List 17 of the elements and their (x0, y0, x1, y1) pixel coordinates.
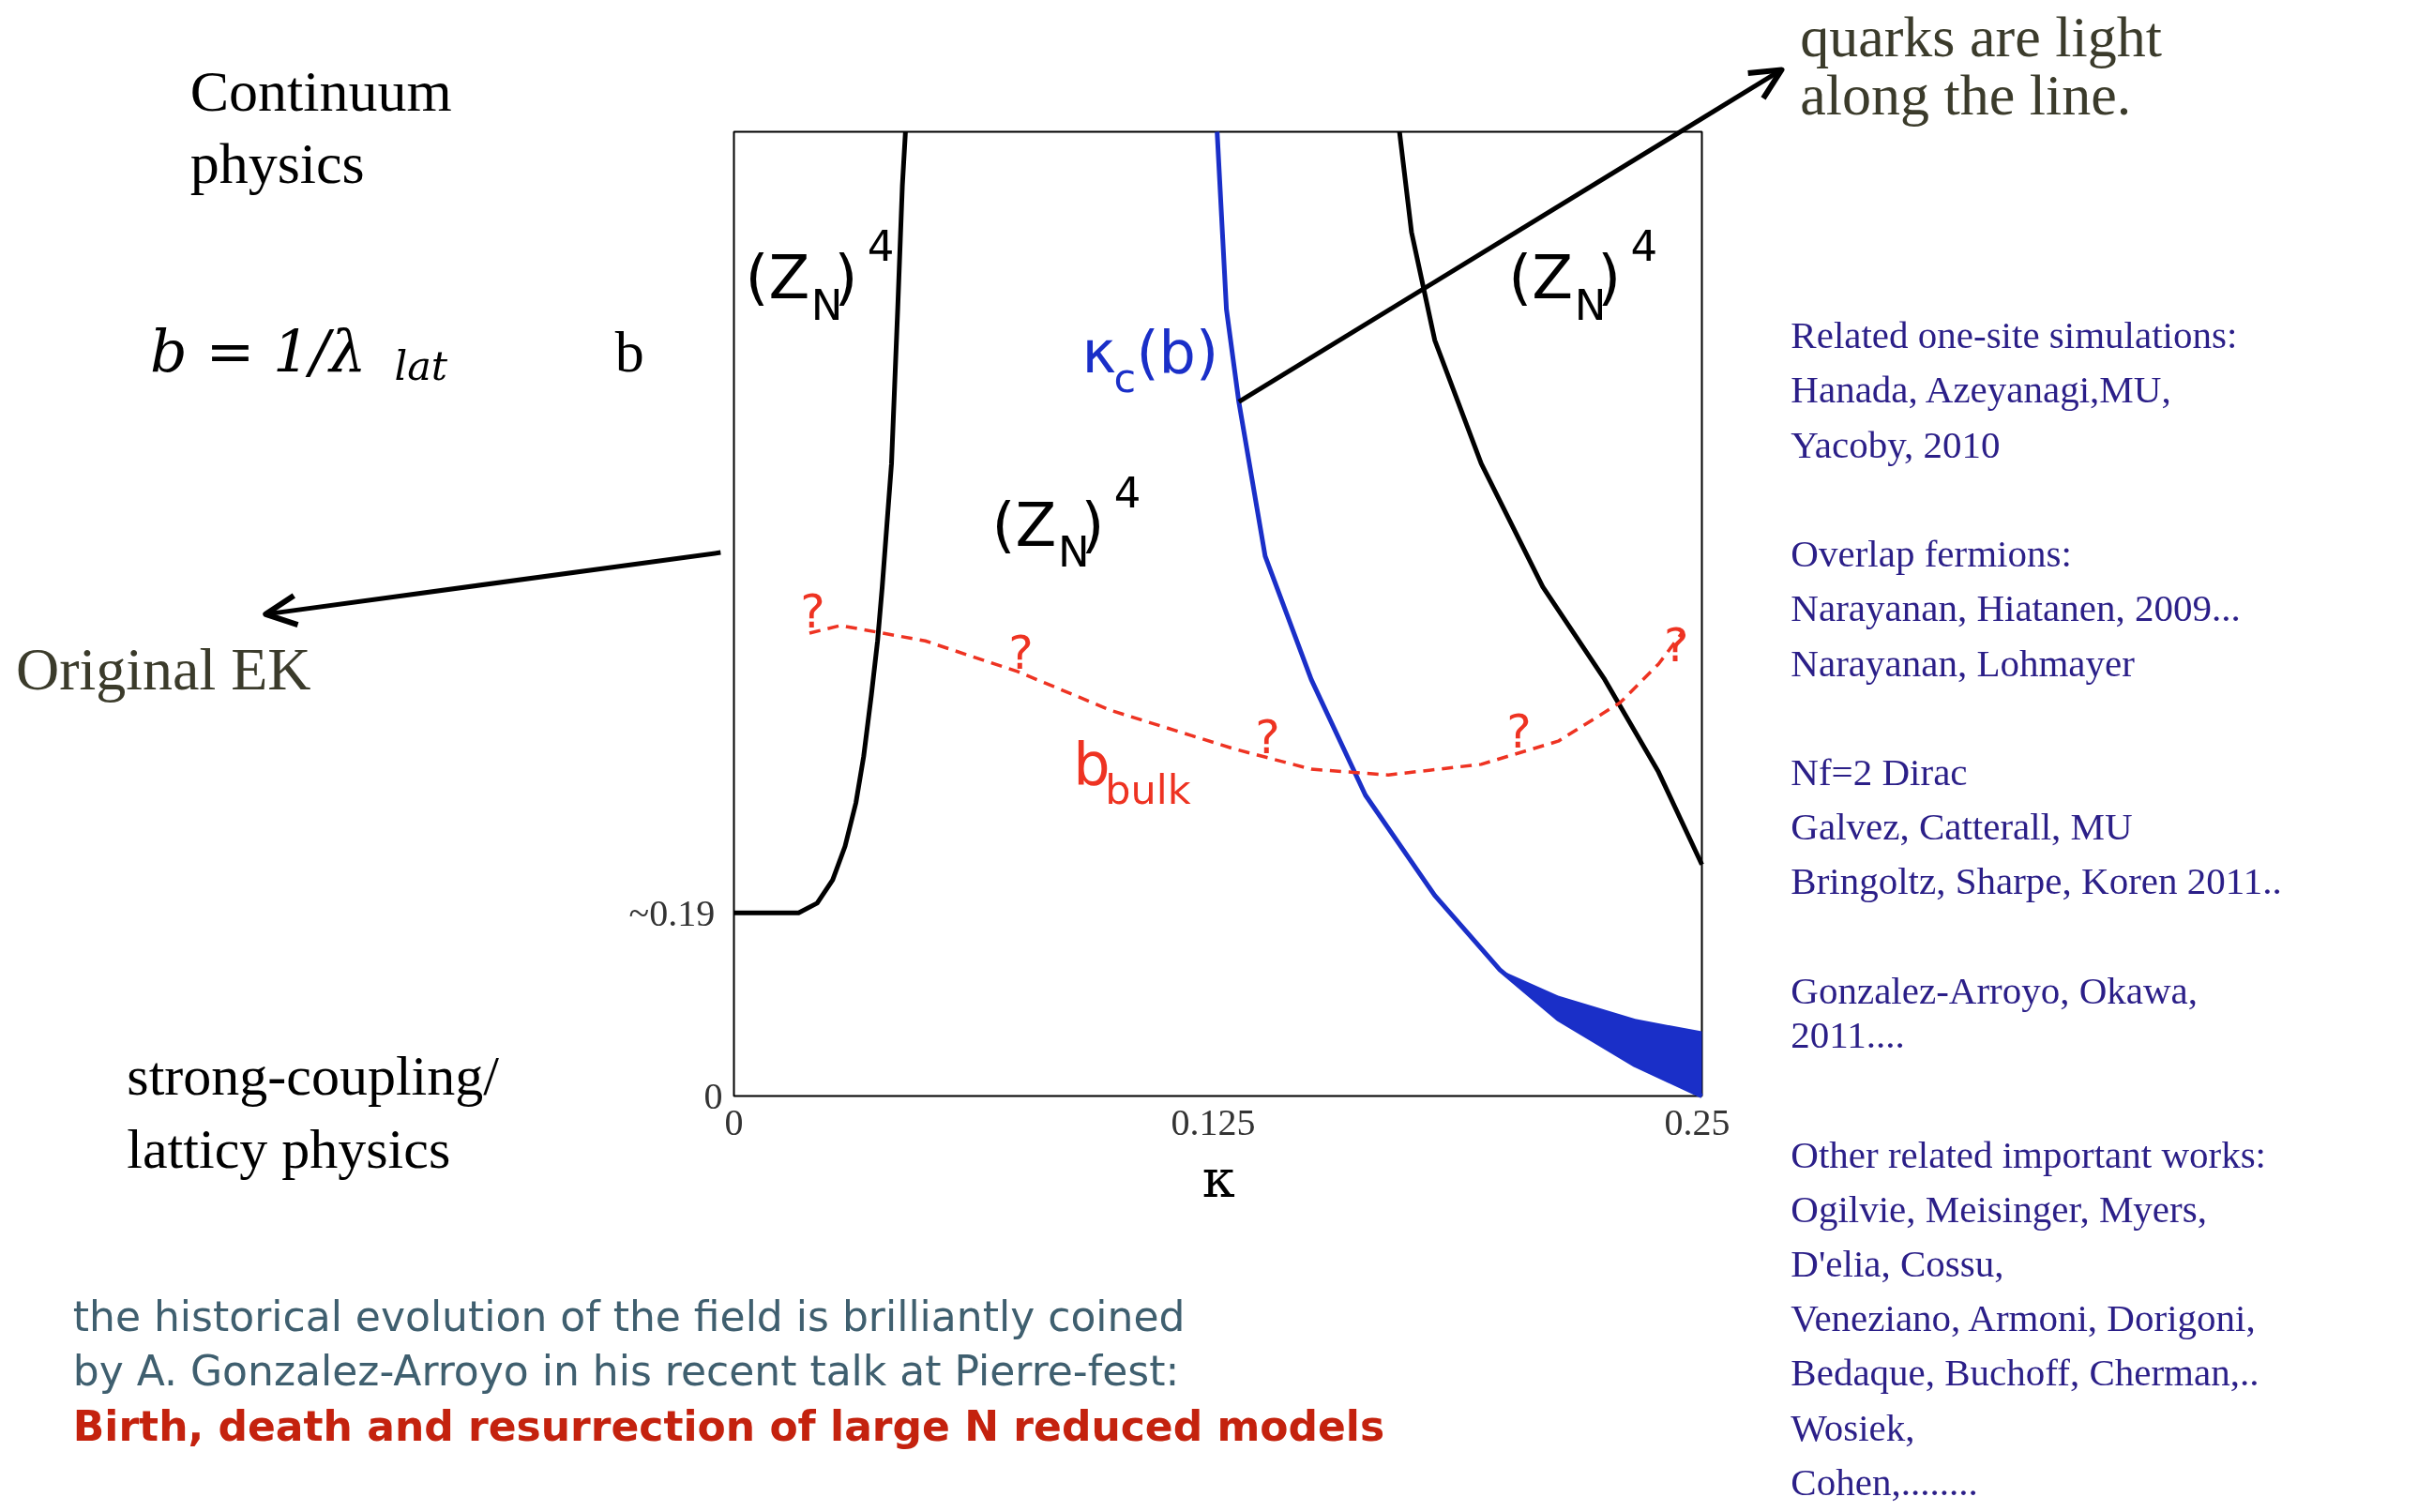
text: strong-coupling/ latticy physics (127, 1044, 500, 1180)
text: Original EK (15, 635, 311, 703)
annotation: ? (1255, 710, 1280, 765)
annotation: ? (800, 583, 825, 639)
y-tick-label: ~0.19 (628, 891, 716, 934)
text: Birth, death and resurrection of large N reduced models (72, 1402, 1385, 1451)
text: Continuum physics (189, 58, 452, 196)
x-tick-label: 0.125 (1171, 1100, 1256, 1143)
annotation: ? (1506, 703, 1532, 759)
text: the historical evolution of the field is brilliantly coined by A. Gonzalez-Arroyo in his recent talk at Pierre-fest: (72, 1293, 1186, 1396)
annotation: ? (1008, 625, 1034, 680)
x-axis-title: κ (1201, 1148, 1235, 1209)
x-tick-label: 0 (724, 1100, 744, 1143)
x-tick-label: 0.25 (1664, 1100, 1730, 1143)
text: Related one-site simulations: Hanada, Azeyanagi,MU, Yacoby, 2010 Overlap fermions: Narayanan, Hiatanen, 2009... Narayanan, Lohmayer Nf=2 Dirac Galvez, Catterall, MU Bringoltz, Sharpe, Koren 2011.. Gonzalez-Arroyo, Okawa, 2011.... Other related important works: Ogilvie, Meisinger, Myers, D'elia, Cossu, Veneziano, Armoni, Dorigoni, Bedaque, Buchoff, Cherman,.. Wosiek, Cohen,........ (1791, 313, 2282, 1504)
y-axis-title: b (614, 320, 644, 385)
annotation: quarks are light along the line. (1800, 5, 2162, 128)
